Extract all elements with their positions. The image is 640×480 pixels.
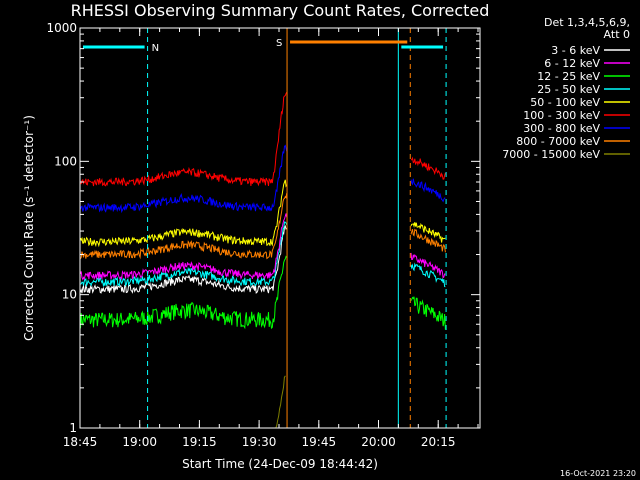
x-tick-label: 19:45: [302, 435, 337, 449]
legend-label: 25 - 50 keV: [537, 83, 600, 96]
x-tick-label: 20:00: [361, 435, 396, 449]
curve-post-7: [410, 228, 446, 253]
x-tick-label: 19:15: [182, 435, 217, 449]
flag-label-0: N: [152, 43, 159, 54]
x-tick-label: 19:00: [122, 435, 157, 449]
axes: 18:45 19:00 19:15 19:30 19:45 20:00 20:15 1000 1…: [46, 21, 480, 449]
curve-post-4: [410, 222, 446, 243]
x-axis-label: Start Time (24-Dec-09 18:44:42): [182, 457, 378, 471]
curve-pre-7: [80, 193, 288, 260]
legend-label: 100 - 300 keV: [523, 109, 600, 122]
legend-label: 50 - 100 keV: [530, 96, 600, 109]
curve-post-5: [411, 156, 446, 180]
curve-pre-4: [80, 179, 288, 248]
data-curves: [80, 92, 446, 429]
x-tick-label: 18:45: [63, 435, 98, 449]
y-axis-label: Corrected Count Rate (s⁻¹ detector⁻¹): [22, 115, 36, 341]
y-tick-label: 10: [62, 288, 77, 302]
curve-post-2: [410, 296, 446, 330]
chart-title: RHESSI Observing Summary Count Rates, Co…: [71, 1, 490, 20]
curve-pre-6: [80, 144, 288, 214]
legend-label: 7000 - 15000 keV: [502, 148, 600, 161]
event-markers: [79, 28, 447, 428]
flag-label-2: S: [276, 38, 282, 49]
curve-post-6: [410, 178, 446, 203]
curve-post-3: [410, 262, 446, 288]
legend-label: 3 - 6 keV: [551, 44, 600, 57]
x-tick-label: 20:15: [421, 435, 456, 449]
curve-pre-2: [80, 255, 288, 330]
curve-high-energy: [275, 375, 286, 429]
legend-header-line: Det 1,3,4,5,6,9,: [544, 16, 630, 29]
legend-label: 300 - 800 keV: [523, 122, 600, 135]
y-tick-label: 100: [54, 154, 77, 168]
legend-header-line: Att 0: [604, 28, 630, 41]
legend-label: 12 - 25 keV: [537, 70, 600, 83]
curve-post-1: [410, 252, 446, 279]
curve-pre-3: [80, 221, 288, 288]
legend-label: 800 - 7000 keV: [516, 135, 600, 148]
plot-frame: [79, 27, 481, 429]
y-tick-label: 1000: [46, 21, 77, 35]
generated-timestamp: 16-Oct-2021 23:20: [560, 469, 636, 478]
y-tick-label: 1: [69, 421, 77, 435]
legend-label: 6 - 12 keV: [544, 57, 600, 70]
curve-pre-1: [80, 213, 288, 281]
x-tick-label: 19:30: [242, 435, 277, 449]
curve-pre-5: [80, 92, 288, 187]
curve-pre-0: [80, 224, 288, 294]
